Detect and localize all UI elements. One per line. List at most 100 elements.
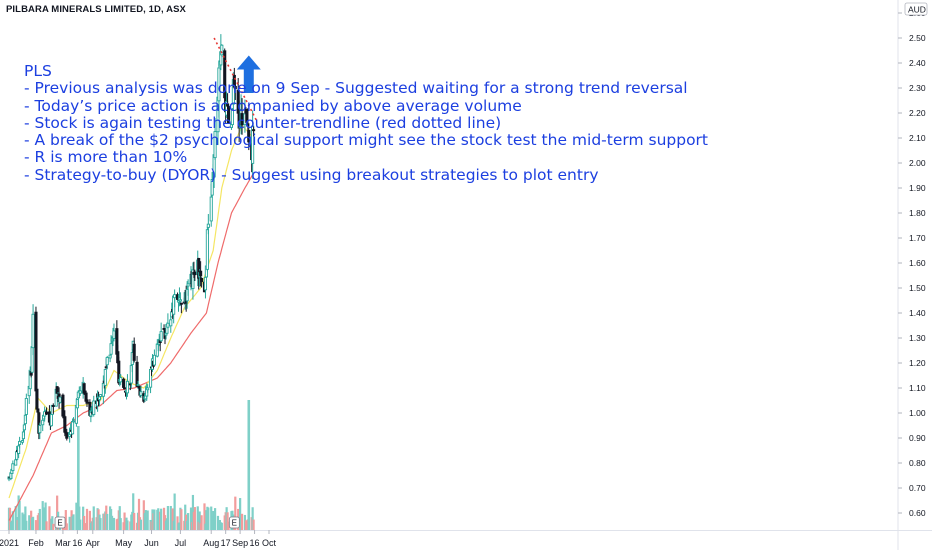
candle-body [200, 277, 204, 282]
annotation-line: - Strategy-to-buy (DYOR) - Suggest using… [24, 165, 599, 184]
y-tick-label: 1.60 [909, 258, 926, 268]
candle-body [20, 440, 25, 443]
volume-spike [247, 400, 251, 530]
volume-bar [146, 510, 149, 530]
volume-bar [118, 506, 121, 530]
x-tick-label: Jul [175, 538, 187, 548]
volume-bar [38, 508, 41, 530]
candle-body [173, 294, 177, 299]
volume-bar [196, 506, 199, 530]
candle-body [45, 411, 49, 415]
volume-bar [126, 520, 129, 530]
x-tick-label: 16 [250, 538, 260, 548]
analysis-annotation: PLS - Previous analysis was done on 9 Se… [24, 62, 708, 184]
volume-bar [153, 509, 156, 530]
volume-bar [252, 519, 255, 530]
candle-body [65, 432, 69, 439]
x-tick-label: Jun [144, 538, 159, 548]
volume-bar [24, 506, 27, 530]
candle-body [166, 322, 170, 328]
candle-body [186, 283, 190, 287]
x-tick-label: 17 [221, 538, 231, 548]
axis-unit-label: AUD [908, 5, 926, 15]
volume-bar [52, 523, 55, 530]
volume-bar [92, 506, 95, 530]
candle-body [41, 419, 45, 426]
volume-bar [220, 522, 223, 530]
candle-body [78, 390, 82, 394]
candle-body [247, 130, 251, 143]
volume-bar [240, 513, 244, 530]
volume-bar [189, 507, 193, 530]
volume-bar [239, 498, 242, 530]
y-tick-label: 1.80 [909, 208, 926, 218]
candle-body [112, 330, 116, 339]
candle-body [117, 360, 121, 384]
volume-bar [198, 511, 201, 530]
volume-bar [99, 518, 102, 530]
y-tick-label: 0.60 [909, 508, 926, 518]
candle-body [22, 424, 26, 431]
candle-body [103, 369, 107, 386]
candle-body [251, 125, 255, 164]
candle-body [169, 319, 173, 327]
y-tick-label: 1.30 [909, 333, 926, 343]
candle-body [152, 354, 156, 366]
candle-body [179, 302, 183, 305]
volume-bar [137, 498, 141, 530]
candle-body [31, 313, 35, 349]
x-tick-label: May [115, 538, 133, 548]
x-tick-label: 2021 [0, 538, 19, 548]
volume-bar [227, 521, 230, 530]
candle-body [209, 196, 213, 222]
candle-body [71, 420, 75, 435]
y-tick-label: 0.70 [909, 483, 926, 493]
candle-body [220, 44, 224, 56]
candle-body [36, 408, 40, 413]
event-marker-label: E [232, 519, 237, 528]
y-tick-label: 1.40 [909, 308, 926, 318]
annotation-line: - A break of the $2 psychological suppor… [24, 131, 708, 150]
candle-body [34, 311, 38, 392]
volume-bar [65, 523, 68, 530]
candle-body [123, 387, 127, 390]
y-tick-label: 2.00 [909, 158, 926, 168]
candle-body [227, 106, 231, 124]
volume-bar [25, 520, 28, 530]
y-tick-label: 0.80 [909, 458, 926, 468]
volume-bar [48, 506, 51, 530]
y-tick-label: 1.90 [909, 183, 926, 193]
candle-body [230, 108, 234, 126]
volume-bar [176, 516, 179, 530]
volume-bar [11, 511, 14, 530]
volume-bar [226, 512, 229, 530]
volume-bar [234, 496, 237, 530]
y-tick-label: 2.50 [909, 33, 926, 43]
candle-body [205, 229, 209, 270]
annotation-line: - Previous analysis was done on 9 Sep - … [24, 79, 688, 98]
volume-bar [51, 516, 54, 530]
volume-bar [203, 503, 206, 530]
y-tick-label: 1.50 [909, 283, 926, 293]
axis-unit-badge [904, 2, 928, 16]
candle-body [63, 416, 67, 433]
volume-bars [7, 400, 255, 530]
x-tick-label: Sep [232, 538, 248, 548]
candle-body [210, 179, 214, 196]
candle-body [233, 85, 237, 90]
candle-body [11, 463, 15, 472]
candle-body [49, 414, 53, 427]
volume-bar [45, 521, 48, 530]
volume-bar [119, 518, 122, 530]
candle-body [55, 386, 59, 394]
candle-body [240, 113, 244, 126]
volume-bar [139, 519, 143, 530]
volume-bar [193, 507, 196, 530]
candle-body [197, 258, 201, 279]
counter-trendline [213, 37, 258, 121]
x-tick-label: Aug [203, 538, 219, 548]
volume-bar [83, 515, 86, 530]
candle-body [178, 299, 182, 302]
